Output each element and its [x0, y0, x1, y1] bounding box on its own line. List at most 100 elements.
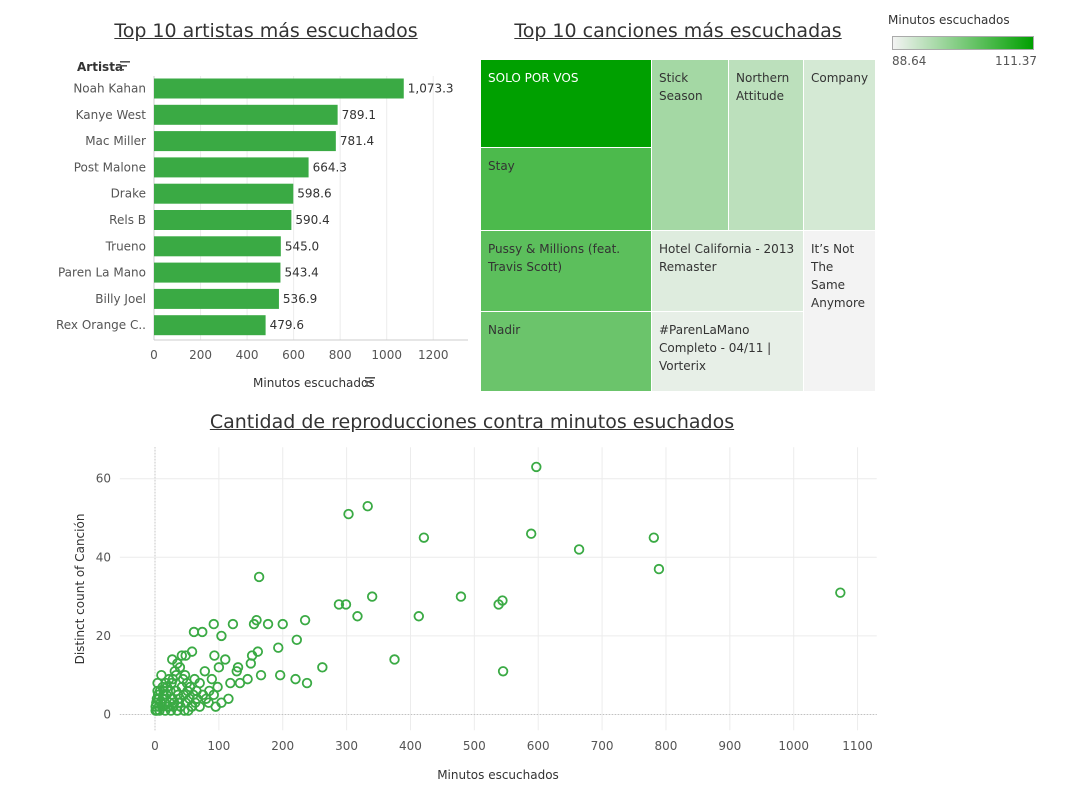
- scatter-point[interactable]: [277, 618, 288, 630]
- scatter-point[interactable]: [203, 697, 214, 708]
- bar[interactable]: [154, 210, 292, 230]
- sort-icon[interactable]: [120, 61, 130, 71]
- scatter-point[interactable]: [191, 693, 203, 704]
- scatter-point[interactable]: [389, 654, 400, 665]
- scatter-point[interactable]: [151, 705, 163, 716]
- scatter-point[interactable]: [150, 701, 161, 712]
- scatter-point[interactable]: [225, 677, 236, 689]
- scatter-point[interactable]: [183, 705, 194, 716]
- scatter-point[interactable]: [290, 673, 301, 685]
- scatter-point[interactable]: [153, 693, 165, 704]
- scatter-point[interactable]: [209, 650, 220, 661]
- scatter-point[interactable]: [835, 587, 846, 598]
- scatter-point[interactable]: [152, 685, 163, 697]
- scatter-point[interactable]: [248, 618, 260, 630]
- treemap-tile[interactable]: It’s Not The Same Anymore: [804, 231, 876, 392]
- scatter-point[interactable]: [170, 685, 182, 697]
- scatter-point[interactable]: [455, 591, 467, 602]
- scatter-point[interactable]: [180, 697, 191, 708]
- treemap-tile[interactable]: Stay: [481, 148, 652, 231]
- scatter-point[interactable]: [194, 677, 205, 689]
- scatter-point[interactable]: [197, 689, 209, 701]
- treemap-tile[interactable]: Hotel California - 2013 Remaster: [652, 231, 804, 312]
- scatter-point[interactable]: [155, 697, 166, 708]
- scatter-point[interactable]: [178, 689, 189, 701]
- scatter-point[interactable]: [366, 591, 378, 602]
- scatter-point[interactable]: [208, 618, 219, 630]
- scatter-point[interactable]: [176, 681, 188, 693]
- scatter-point[interactable]: [184, 681, 196, 693]
- scatter-point[interactable]: [179, 670, 191, 681]
- scatter-point[interactable]: [152, 677, 163, 689]
- scatter-point[interactable]: [188, 689, 199, 701]
- treemap-tile[interactable]: Pussy & Millions (feat. Travis Scott): [481, 231, 652, 312]
- scatter-point[interactable]: [161, 681, 173, 693]
- scatter-point[interactable]: [197, 626, 208, 638]
- scatter-point[interactable]: [166, 677, 177, 689]
- scatter-point[interactable]: [172, 705, 183, 716]
- scatter-point[interactable]: [200, 693, 212, 704]
- scatter-point[interactable]: [291, 634, 302, 646]
- scatter-point[interactable]: [299, 614, 311, 626]
- scatter-point[interactable]: [418, 532, 430, 543]
- scatter-point[interactable]: [220, 654, 231, 665]
- scatter-point[interactable]: [173, 697, 184, 708]
- scatter-point[interactable]: [174, 662, 186, 673]
- scatter-point[interactable]: [181, 677, 193, 689]
- scatter-point[interactable]: [177, 673, 189, 685]
- scatter-point[interactable]: [150, 705, 161, 716]
- scatter-point[interactable]: [343, 508, 354, 520]
- scatter-point[interactable]: [158, 685, 170, 697]
- scatter-point[interactable]: [245, 658, 257, 669]
- scatter-point[interactable]: [172, 689, 184, 701]
- scatter-point[interactable]: [252, 646, 264, 657]
- scatter-point[interactable]: [151, 697, 162, 708]
- scatter-point[interactable]: [210, 701, 221, 712]
- scatter-point[interactable]: [158, 689, 169, 701]
- scatter-point[interactable]: [174, 693, 186, 704]
- bar[interactable]: [154, 315, 266, 336]
- scatter-point[interactable]: [176, 650, 188, 661]
- scatter-point[interactable]: [317, 662, 328, 673]
- scatter-point[interactable]: [164, 697, 175, 708]
- scatter-point[interactable]: [194, 701, 205, 712]
- scatter-point[interactable]: [160, 705, 171, 716]
- scatter-point[interactable]: [157, 693, 168, 704]
- scatter-point[interactable]: [175, 701, 186, 712]
- scatter-point[interactable]: [273, 642, 284, 653]
- scatter-point[interactable]: [161, 689, 172, 701]
- scatter-point[interactable]: [362, 501, 373, 512]
- scatter-point[interactable]: [168, 697, 180, 708]
- scatter-point[interactable]: [301, 677, 313, 689]
- scatter-point[interactable]: [167, 693, 178, 704]
- scatter-point[interactable]: [531, 461, 542, 473]
- scatter-point[interactable]: [246, 650, 258, 661]
- scatter-point[interactable]: [648, 532, 660, 543]
- scatter-point[interactable]: [213, 662, 225, 673]
- scatter-point[interactable]: [165, 705, 177, 716]
- scatter-point[interactable]: [186, 646, 198, 657]
- scatter-point[interactable]: [163, 673, 175, 685]
- scatter-point[interactable]: [186, 701, 198, 712]
- scatter-point[interactable]: [151, 693, 163, 704]
- scatter-point[interactable]: [262, 618, 274, 630]
- treemap-tile[interactable]: Nadir: [481, 312, 652, 392]
- scatter-point[interactable]: [163, 701, 174, 712]
- bar[interactable]: [154, 262, 281, 283]
- bar[interactable]: [154, 104, 338, 125]
- scatter-point[interactable]: [251, 614, 262, 626]
- scatter-point[interactable]: [525, 528, 537, 539]
- treemap-tile[interactable]: Stick Season: [652, 60, 729, 231]
- scatter-point[interactable]: [156, 701, 168, 712]
- bar[interactable]: [154, 131, 336, 152]
- scatter-point[interactable]: [168, 701, 179, 712]
- scatter-point[interactable]: [162, 701, 173, 712]
- bar[interactable]: [154, 157, 309, 178]
- bar[interactable]: [154, 78, 404, 99]
- scatter-point[interactable]: [191, 685, 202, 697]
- scatter-point[interactable]: [206, 673, 218, 685]
- scatter-point[interactable]: [413, 611, 424, 622]
- scatter-point[interactable]: [154, 705, 165, 716]
- scatter-point[interactable]: [167, 654, 178, 665]
- scatter-point[interactable]: [493, 599, 504, 610]
